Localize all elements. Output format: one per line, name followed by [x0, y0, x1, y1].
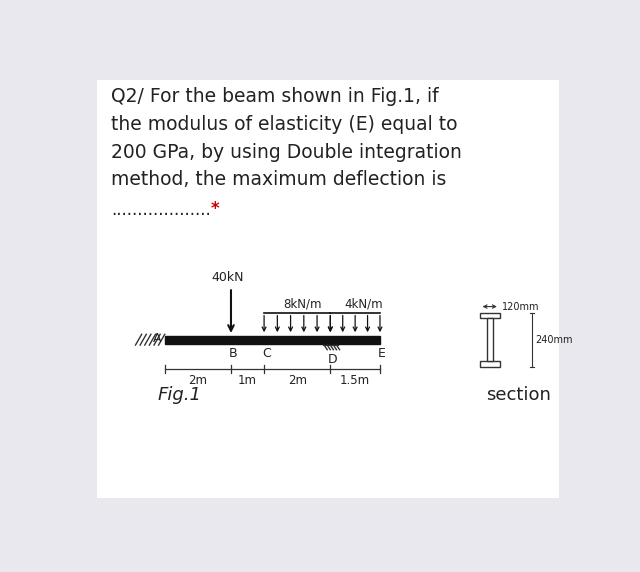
- Text: *: *: [211, 200, 220, 217]
- Text: 1m: 1m: [238, 374, 257, 387]
- Text: D: D: [328, 353, 338, 366]
- Bar: [480, 362, 500, 367]
- Text: section: section: [486, 386, 551, 404]
- Text: Fig.1: Fig.1: [157, 386, 201, 404]
- Text: 4kN/m: 4kN/m: [344, 297, 383, 311]
- Text: ...................: ...................: [111, 201, 211, 219]
- Text: 120mm: 120mm: [502, 301, 540, 312]
- Text: C: C: [262, 347, 271, 360]
- Text: E: E: [378, 347, 385, 360]
- Text: 8kN/m: 8kN/m: [284, 297, 322, 311]
- Text: the modulus of elasticity (E) equal to: the modulus of elasticity (E) equal to: [111, 115, 458, 134]
- Text: method, the maximum deflection is: method, the maximum deflection is: [111, 170, 446, 189]
- Text: 200 GPa, by using Double integration: 200 GPa, by using Double integration: [111, 142, 461, 161]
- Bar: [488, 318, 493, 362]
- Text: 2m: 2m: [188, 374, 207, 387]
- Text: 2m: 2m: [288, 374, 307, 387]
- Bar: [480, 313, 500, 318]
- Text: 240mm: 240mm: [535, 335, 573, 345]
- Bar: [164, 336, 380, 344]
- Text: B: B: [228, 347, 237, 360]
- Text: Q2/ For the beam shown in Fig.1, if: Q2/ For the beam shown in Fig.1, if: [111, 87, 438, 106]
- Text: 40kN: 40kN: [211, 271, 243, 284]
- Text: 1.5m: 1.5m: [340, 374, 370, 387]
- Text: A: A: [152, 332, 161, 345]
